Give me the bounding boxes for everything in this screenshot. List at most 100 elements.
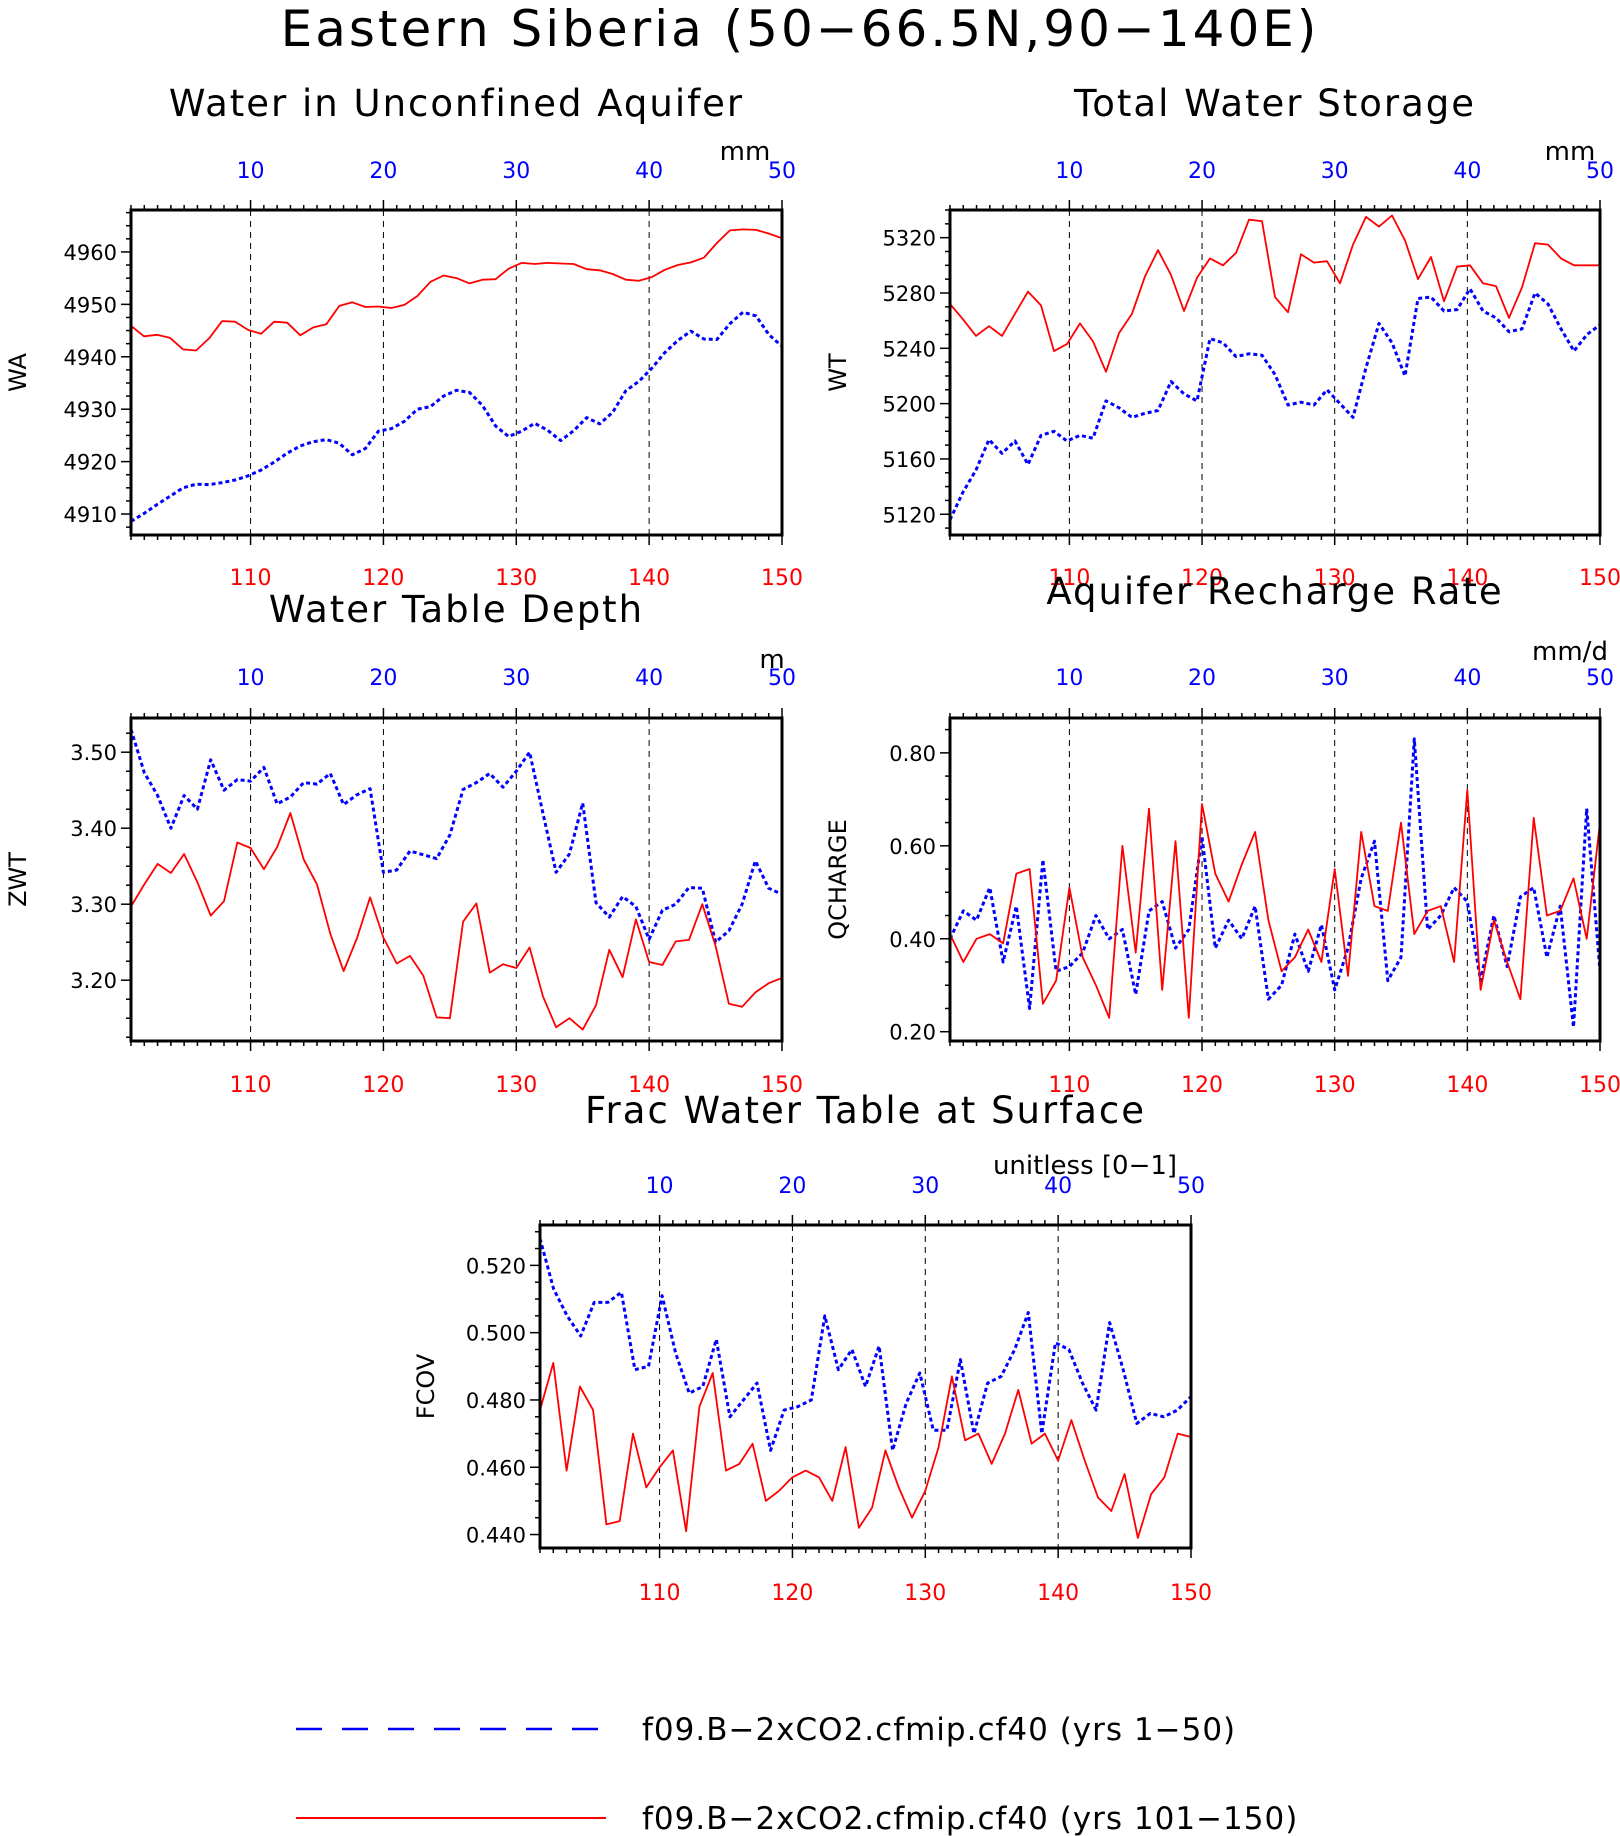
panel-2: Total Water Storage mm WT 5120 5160 5200 5240 5… <box>824 82 1620 591</box>
x-tick-label-top: 20 <box>1188 666 1216 691</box>
units-label: mm <box>1545 137 1596 167</box>
plot-frame <box>129 716 784 1043</box>
panel-3: Water Table Depth m ZWT 3.20 3.30 3.40 3.50 110… <box>4 588 803 1098</box>
x-tick-label-top: 20 <box>369 159 397 184</box>
y-tick-label: 4960 <box>64 241 117 265</box>
y-tick-label: 0.40 <box>889 928 936 952</box>
y-tick-label: 5160 <box>883 448 936 472</box>
y-tick-label: 5320 <box>883 227 936 251</box>
x-tick-label-bottom: 140 <box>1446 566 1488 591</box>
y-tick-label: 0.80 <box>889 742 936 766</box>
x-tick-label-bottom: 130 <box>904 1581 946 1606</box>
panel-5: Frac Water Table at Surface unitless [0−1… <box>412 1089 1212 1606</box>
y-tick-label: 0.520 <box>466 1254 526 1278</box>
x-tick-label-bottom: 110 <box>1048 1073 1090 1098</box>
y-tick-label: 3.50 <box>70 741 117 765</box>
x-tick-label-top: 40 <box>1044 1174 1072 1199</box>
y-axis-label: ZWT <box>4 852 32 907</box>
x-tick-label-bottom: 150 <box>1579 566 1620 591</box>
y-tick-label: 4910 <box>64 503 117 527</box>
x-tick-label-top: 40 <box>635 666 663 691</box>
y-tick-label: 4940 <box>64 346 117 370</box>
series1-line <box>130 310 783 523</box>
x-tick-label-top: 20 <box>369 666 397 691</box>
y-tick-label: 5120 <box>883 503 936 527</box>
x-tick-label-top: 40 <box>635 159 663 184</box>
legend-label-series1: f09.B−2xCO2.cfmip.cf40 (yrs 1−50) <box>642 1712 1236 1748</box>
series2-line <box>130 228 783 352</box>
y-tick-label: 3.40 <box>70 817 117 841</box>
x-tick-label-bottom: 140 <box>628 1073 670 1098</box>
x-tick-label-bottom: 120 <box>1181 566 1223 591</box>
y-tick-label: 4920 <box>64 451 117 475</box>
figure-title: Eastern Siberia (50−66.5N,90−140E) <box>281 0 1320 58</box>
x-tick-label-top: 10 <box>237 666 265 691</box>
units-label: m <box>759 645 784 675</box>
panel-1: Water in Unconfined Aquifer mm WA 4910 4920 4… <box>4 82 803 591</box>
x-tick-label-top: 10 <box>646 1174 674 1199</box>
panel-4: Aquifer Recharge Rate mm/d QCHARGE 0.20 0.40… <box>824 570 1620 1098</box>
x-tick-label-top: 20 <box>1188 159 1216 184</box>
x-tick-label-bottom: 130 <box>1314 1073 1356 1098</box>
x-tick-label-top: 10 <box>1055 159 1083 184</box>
panel-title: Aquifer Recharge Rate <box>1046 570 1503 613</box>
y-axis-label: FCOV <box>412 1353 440 1419</box>
legend: f09.B−2xCO2.cfmip.cf40 (yrs 1−50) f09.B−… <box>296 1712 1298 1836</box>
x-tick-label-top: 20 <box>778 1174 806 1199</box>
x-tick-label-bottom: 110 <box>1048 566 1090 591</box>
x-tick-label-bottom: 150 <box>761 566 803 591</box>
x-tick-label-top: 30 <box>1321 666 1349 691</box>
x-tick-label-bottom: 120 <box>362 1073 404 1098</box>
plot-frame <box>948 208 1602 537</box>
series1-line <box>538 1238 1193 1452</box>
y-axis-label: WA <box>4 353 32 392</box>
x-tick-label-top: 50 <box>768 666 796 691</box>
x-tick-label-bottom: 110 <box>230 1073 272 1098</box>
y-tick-label: 4950 <box>64 293 117 317</box>
series1-line <box>129 728 783 944</box>
x-tick-label-bottom: 140 <box>628 566 670 591</box>
y-tick-label: 0.480 <box>466 1389 526 1413</box>
x-tick-label-bottom: 140 <box>1446 1073 1488 1098</box>
y-tick-label: 3.30 <box>70 893 117 917</box>
x-tick-label-bottom: 110 <box>230 566 272 591</box>
y-axis-label: WT <box>824 353 852 392</box>
x-tick-label-bottom: 150 <box>1579 1073 1620 1098</box>
x-tick-label-bottom: 140 <box>1037 1581 1079 1606</box>
x-tick-label-top: 50 <box>1586 159 1614 184</box>
x-tick-label-top: 40 <box>1453 159 1481 184</box>
units-label: unitless [0−1] <box>993 1151 1177 1181</box>
plot-frame <box>129 208 784 537</box>
units-label: mm/d <box>1532 637 1608 667</box>
x-tick-label-top: 50 <box>768 159 796 184</box>
y-tick-label: 5200 <box>883 393 936 417</box>
units-label: mm <box>720 137 771 167</box>
y-tick-label: 0.60 <box>889 835 936 859</box>
series1-line <box>948 737 1602 1029</box>
x-tick-label-top: 30 <box>911 1174 939 1199</box>
y-tick-label: 5240 <box>883 337 936 361</box>
x-tick-label-bottom: 120 <box>362 566 404 591</box>
x-tick-label-bottom: 120 <box>1181 1073 1223 1098</box>
series2-line <box>539 1362 1192 1539</box>
series1-line <box>948 287 1601 521</box>
x-tick-label-top: 30 <box>502 666 530 691</box>
panels: Water in Unconfined Aquifer mm WA 4910 4920 4… <box>4 82 1620 1606</box>
x-tick-label-top: 40 <box>1453 666 1481 691</box>
y-tick-label: 0.460 <box>466 1456 526 1480</box>
y-tick-label: 4930 <box>64 398 117 422</box>
x-tick-label-bottom: 130 <box>1314 566 1356 591</box>
y-axis-label: QCHARGE <box>824 819 852 940</box>
y-tick-label: 0.440 <box>466 1524 526 1548</box>
x-tick-label-top: 10 <box>237 159 265 184</box>
legend-label-series2: f09.B−2xCO2.cfmip.cf40 (yrs 101−150) <box>642 1801 1298 1836</box>
x-tick-label-top: 30 <box>1321 159 1349 184</box>
series2-line <box>949 214 1600 373</box>
x-tick-label-bottom: 150 <box>761 1073 803 1098</box>
panel-title: Frac Water Table at Surface <box>585 1089 1146 1132</box>
x-tick-label-top: 50 <box>1177 1174 1205 1199</box>
x-tick-label-top: 10 <box>1055 666 1083 691</box>
x-tick-label-top: 50 <box>1586 666 1614 691</box>
y-tick-label: 0.20 <box>889 1021 936 1045</box>
